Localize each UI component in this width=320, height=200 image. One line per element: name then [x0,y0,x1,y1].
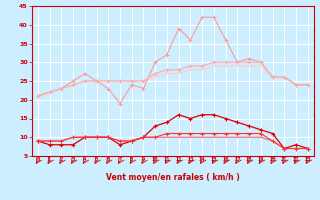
X-axis label: Vent moyen/en rafales ( km/h ): Vent moyen/en rafales ( km/h ) [106,174,240,182]
